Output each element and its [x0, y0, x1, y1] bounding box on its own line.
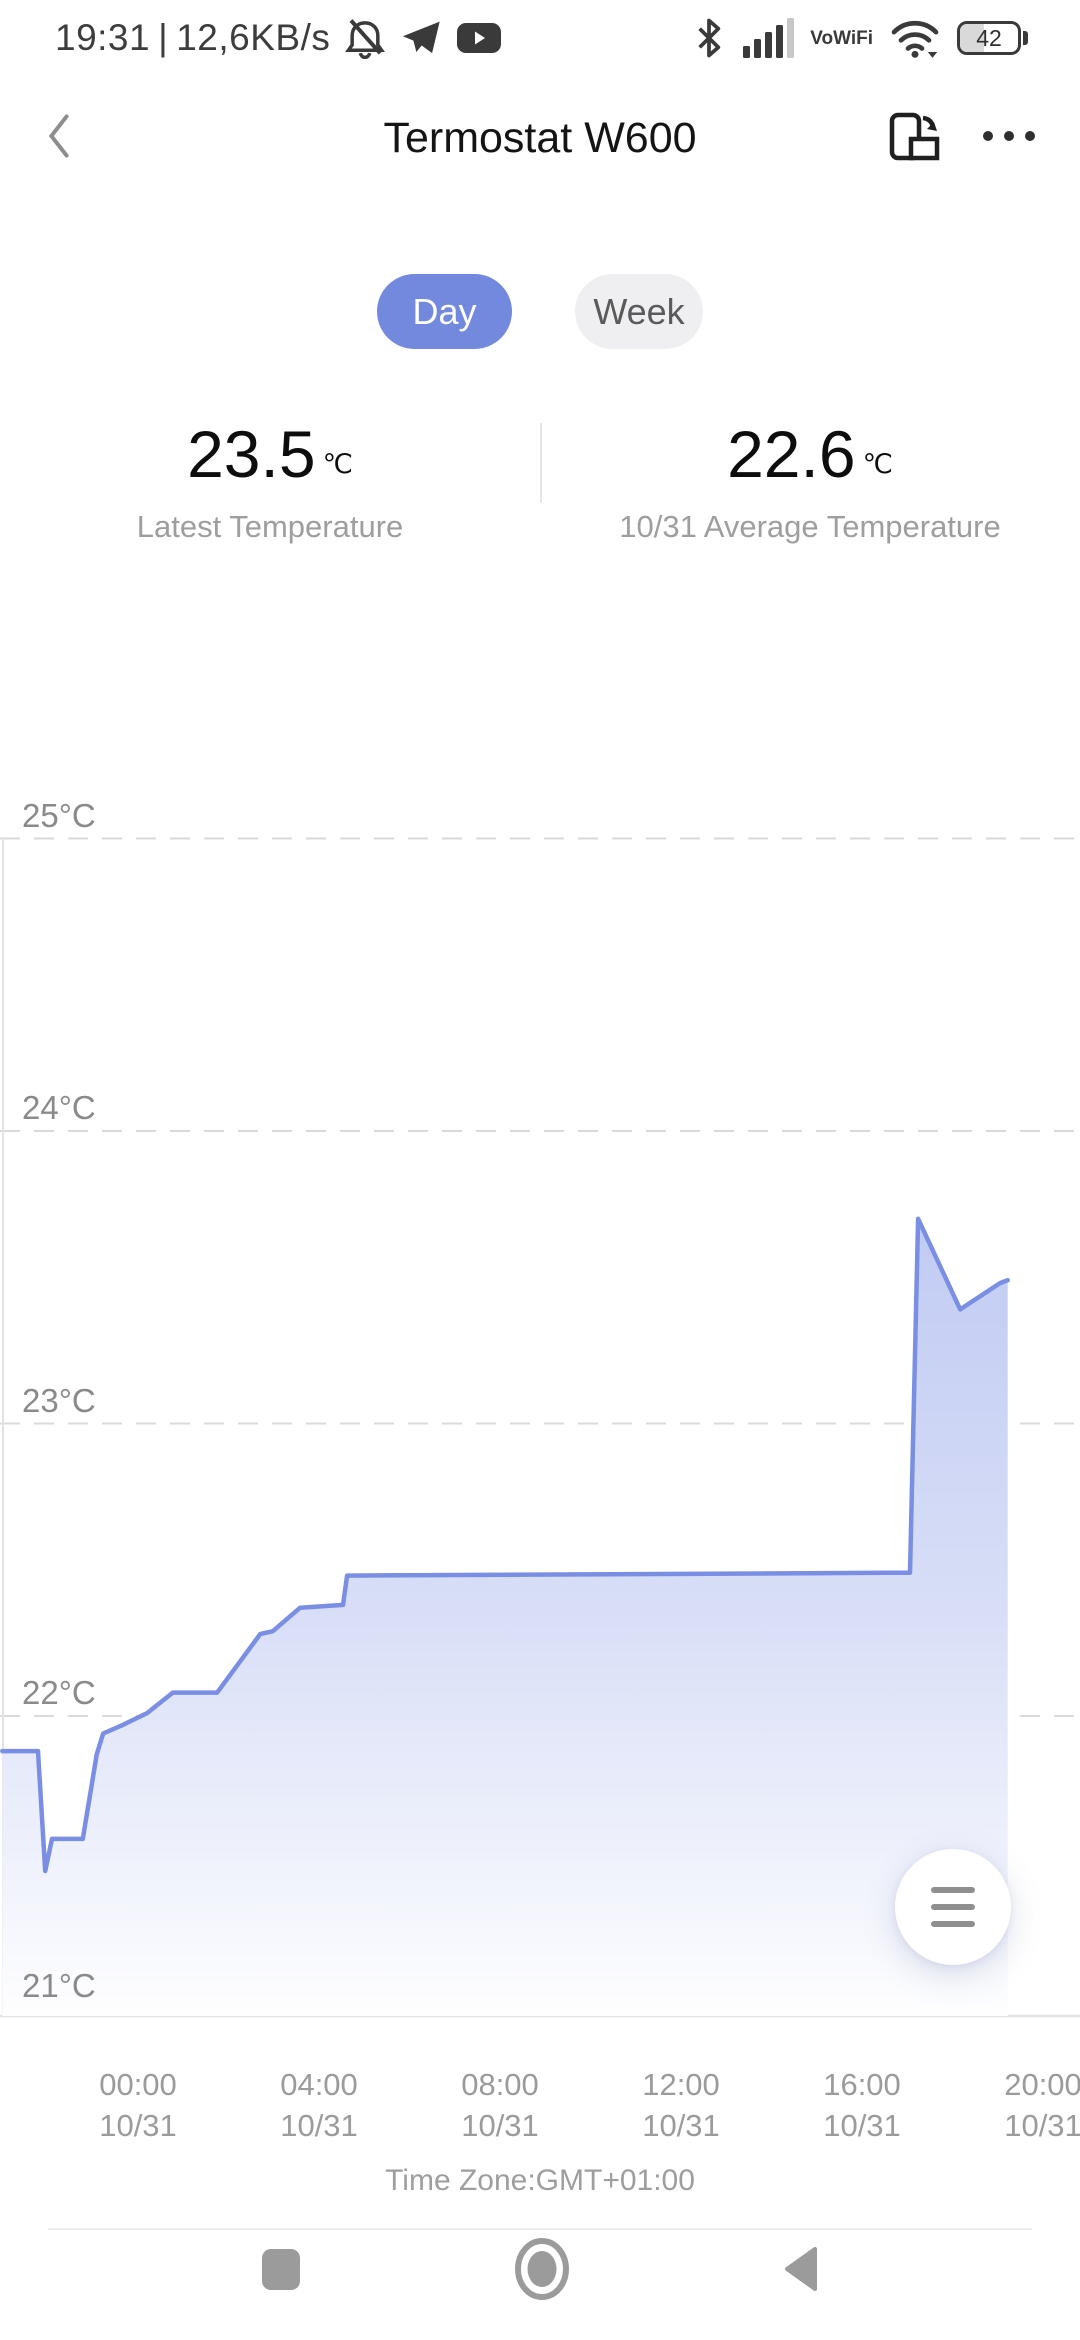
average-temperature-value: 22.6	[727, 417, 856, 491]
series-line	[0, 1216, 1010, 1874]
signal-strength-icon	[739, 18, 795, 58]
latest-temperature-unit: ℃	[322, 449, 353, 479]
stats-row: 23.5 ℃ Latest Temperature 22.6 ℃ 10/31 A…	[0, 419, 1080, 545]
footer-divider	[48, 2228, 1032, 2230]
y-axis-tick: 21°C	[22, 1966, 96, 2004]
x-axis-tick: 20:00 10/31	[1004, 2067, 1080, 2143]
chart-canvas	[0, 837, 1080, 2018]
mute-bell-icon	[344, 17, 386, 59]
network-speed: 12,6KB/s	[176, 17, 331, 58]
average-temperature-unit: ℃	[862, 449, 893, 479]
back-nav-button[interactable]	[784, 2246, 818, 2292]
latest-temperature-stat: 23.5 ℃ Latest Temperature	[0, 419, 540, 545]
battery-icon: 42	[957, 21, 1028, 55]
rotate-landscape-button[interactable]	[882, 105, 944, 172]
vowifi-indicator: Vo WiFi	[810, 27, 873, 49]
y-axis-tick: 23°C	[22, 1381, 96, 1419]
more-menu-button[interactable]	[980, 126, 1038, 151]
tab-week[interactable]: Week	[575, 274, 703, 349]
battery-percent: 42	[976, 24, 1002, 51]
x-axis-tick: 04:00 10/31	[280, 2067, 358, 2143]
back-button[interactable]	[42, 112, 76, 165]
latest-temperature-label: Latest Temperature	[136, 509, 404, 544]
y-axis-tick: 24°C	[22, 1089, 96, 1126]
average-temperature-stat: 22.6 ℃ 10/31 Average Temperature	[540, 419, 1080, 545]
recents-square-icon	[262, 2248, 300, 2290]
series-area	[2, 1218, 1008, 2016]
y-axis-tick: 25°C	[22, 796, 96, 834]
telegram-icon	[400, 17, 442, 59]
recents-button[interactable]	[262, 2248, 300, 2290]
status-bar-left: 19:31 | 12,6KB/s	[55, 17, 502, 59]
status-bar-right: Vo WiFi 42	[679, 17, 1028, 59]
average-temperature-label: 10/31 Average Temperature	[619, 509, 1001, 544]
status-separator: |	[158, 17, 169, 58]
home-circle-icon	[515, 2238, 569, 2300]
x-axis-tick: 00:00 10/31	[99, 2067, 177, 2143]
x-axis-tick: 08:00 10/31	[461, 2067, 539, 2143]
period-toggle: Day Week	[0, 274, 1080, 349]
back-triangle-icon	[785, 2247, 817, 2291]
android-nav-bar	[0, 2212, 1080, 2340]
bluetooth-icon	[695, 17, 723, 59]
status-bar: 19:31 | 12,6KB/s Vo WiFi 42	[0, 0, 1080, 66]
timezone-note: Time Zone:GMT+01:00	[385, 2164, 695, 2197]
header: Termostat W600	[0, 66, 1080, 210]
temperature-chart[interactable]: 25°C 24°C 23°C 22°C 21°C	[0, 777, 1080, 2032]
x-axis-tick: 16:00 10/31	[823, 2067, 901, 2143]
x-axis-tick: 12:00 10/31	[642, 2067, 720, 2143]
youtube-icon	[456, 20, 502, 56]
clock: 19:31	[55, 17, 151, 58]
tab-day[interactable]: Day	[377, 274, 512, 349]
wifi-icon	[889, 17, 941, 59]
latest-temperature-value: 23.5	[187, 417, 316, 491]
stats-divider	[540, 423, 542, 503]
x-axis-labels: 00:00 10/31 04:00 10/31 08:00 10/31 12:00 10/31…	[0, 2032, 1080, 2162]
home-button[interactable]	[512, 2236, 572, 2302]
y-axis-tick: 22°C	[22, 1674, 96, 1711]
chart-menu-fab[interactable]	[895, 1849, 1011, 1965]
page-title: Termostat W600	[383, 113, 697, 162]
